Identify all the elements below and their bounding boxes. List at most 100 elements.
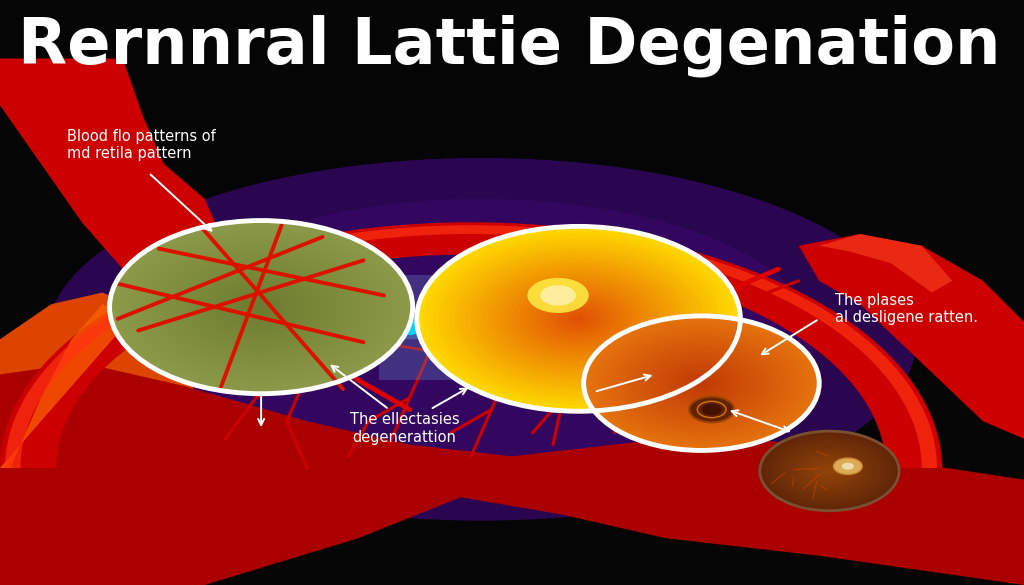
Circle shape (190, 267, 332, 347)
Circle shape (460, 251, 697, 387)
Circle shape (509, 279, 648, 359)
Circle shape (807, 458, 852, 484)
Circle shape (774, 439, 885, 503)
Circle shape (631, 343, 772, 424)
Circle shape (834, 458, 862, 474)
Circle shape (422, 229, 735, 408)
Circle shape (225, 287, 297, 328)
Circle shape (557, 307, 600, 331)
Circle shape (771, 438, 888, 504)
Circle shape (678, 370, 725, 397)
Circle shape (541, 297, 616, 340)
Circle shape (689, 397, 734, 422)
Circle shape (818, 464, 841, 477)
Polygon shape (819, 234, 952, 292)
Circle shape (455, 248, 702, 390)
Circle shape (776, 441, 883, 501)
Polygon shape (0, 222, 942, 468)
Circle shape (639, 347, 764, 419)
Circle shape (592, 321, 811, 446)
Circle shape (573, 316, 584, 322)
Circle shape (155, 246, 368, 368)
Circle shape (768, 436, 891, 506)
Ellipse shape (527, 278, 589, 313)
Circle shape (584, 316, 819, 450)
Circle shape (760, 431, 899, 511)
Circle shape (596, 323, 808, 444)
Circle shape (787, 447, 871, 495)
Circle shape (701, 404, 722, 415)
Circle shape (654, 356, 749, 410)
Circle shape (650, 354, 753, 412)
Circle shape (514, 282, 643, 356)
Ellipse shape (148, 199, 814, 480)
Circle shape (450, 245, 708, 393)
Polygon shape (0, 292, 225, 585)
Circle shape (160, 249, 362, 365)
Circle shape (686, 374, 717, 392)
Circle shape (236, 292, 287, 322)
Circle shape (791, 449, 868, 493)
Circle shape (476, 260, 681, 377)
Circle shape (611, 332, 792, 435)
Circle shape (211, 278, 311, 336)
Circle shape (465, 254, 692, 384)
Circle shape (438, 239, 719, 399)
Text: Blood flo patterns of
md retila pattern: Blood flo patterns of md retila pattern (67, 129, 215, 161)
Circle shape (663, 361, 740, 405)
Circle shape (821, 466, 838, 476)
Circle shape (784, 445, 874, 497)
Circle shape (519, 285, 638, 353)
Circle shape (145, 241, 377, 373)
Circle shape (796, 452, 863, 490)
Circle shape (546, 300, 611, 338)
Circle shape (842, 463, 854, 470)
Circle shape (120, 226, 402, 388)
Circle shape (802, 455, 857, 487)
Circle shape (782, 444, 877, 498)
Circle shape (690, 377, 713, 390)
Text: Rernnral Lattie Degenation: Rernnral Lattie Degenation (18, 15, 1000, 77)
Circle shape (824, 468, 835, 474)
Circle shape (667, 363, 737, 404)
Circle shape (530, 291, 627, 346)
Circle shape (196, 270, 327, 345)
Circle shape (599, 325, 804, 442)
Circle shape (615, 334, 787, 432)
Circle shape (805, 457, 854, 485)
Circle shape (256, 304, 266, 310)
Text: The plases
al desligene ratten.: The plases al desligene ratten. (835, 292, 978, 325)
Circle shape (241, 295, 282, 319)
Circle shape (810, 460, 849, 482)
Circle shape (552, 304, 605, 334)
Circle shape (536, 294, 622, 343)
Polygon shape (799, 234, 1024, 439)
Circle shape (779, 442, 880, 500)
Circle shape (170, 255, 352, 359)
Circle shape (524, 288, 633, 350)
Circle shape (765, 434, 894, 508)
Circle shape (471, 257, 686, 380)
Circle shape (635, 345, 768, 421)
Circle shape (135, 235, 387, 379)
Circle shape (175, 258, 347, 356)
Circle shape (813, 462, 846, 480)
Circle shape (618, 336, 784, 431)
Circle shape (417, 226, 740, 411)
Circle shape (567, 312, 590, 325)
Circle shape (216, 281, 306, 333)
Circle shape (493, 270, 665, 368)
Circle shape (486, 266, 671, 371)
Circle shape (498, 273, 659, 365)
Circle shape (799, 453, 860, 488)
Ellipse shape (384, 316, 435, 339)
Polygon shape (0, 363, 1024, 585)
Circle shape (221, 284, 301, 330)
Circle shape (682, 372, 721, 394)
Circle shape (670, 365, 733, 401)
Circle shape (481, 263, 676, 374)
Ellipse shape (46, 158, 916, 521)
Circle shape (623, 338, 780, 428)
Circle shape (130, 232, 392, 382)
Circle shape (443, 242, 714, 396)
